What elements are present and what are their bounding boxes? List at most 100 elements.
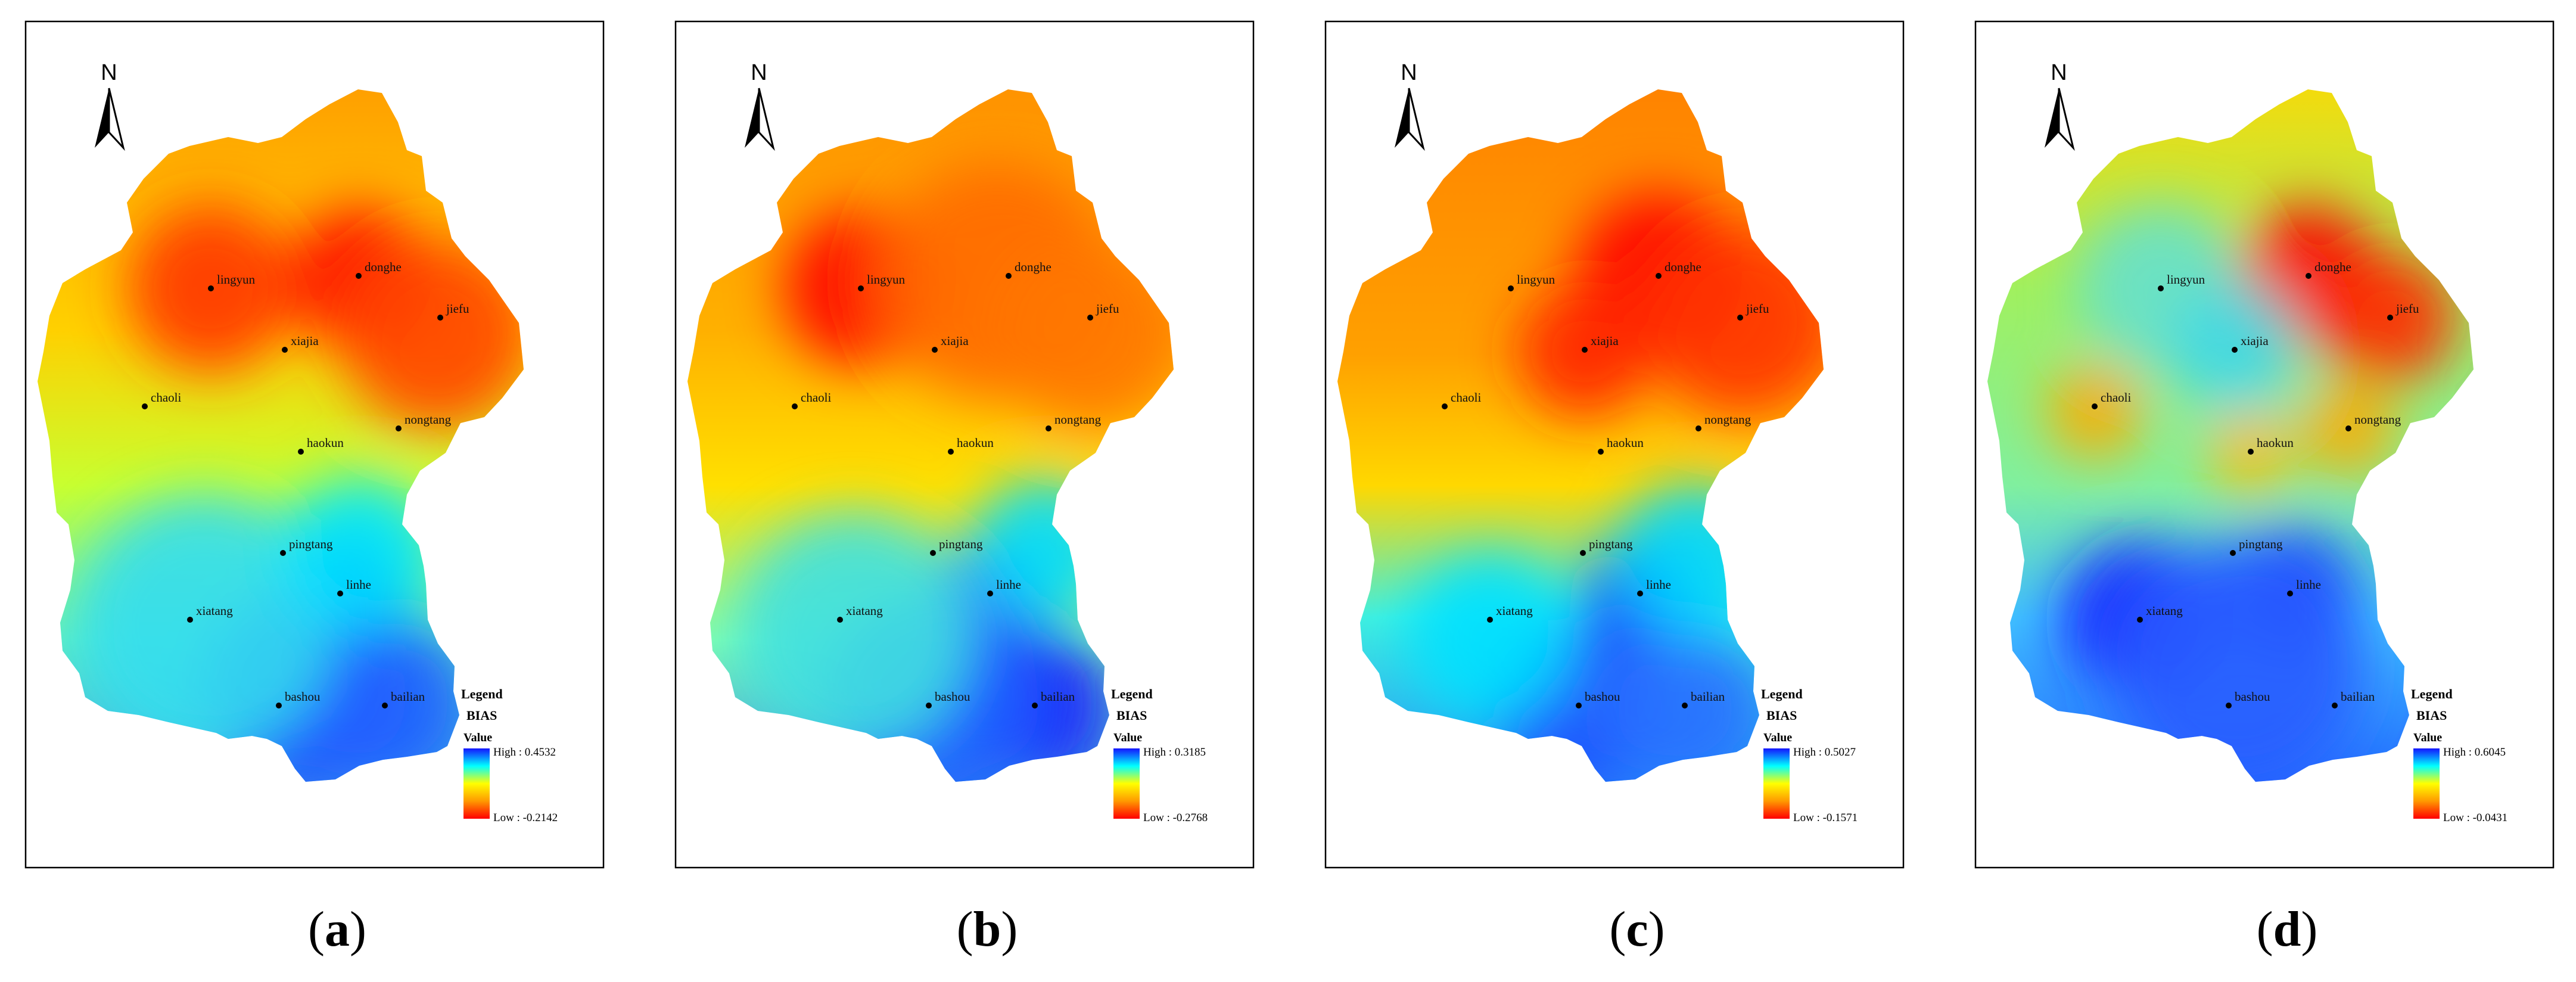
station-label-linhe: linhe [996, 577, 1021, 592]
station-label-donghe: donghe [1015, 260, 1051, 274]
station-label-linhe: linhe [346, 577, 371, 592]
north-arrow-icon: N [1395, 60, 1425, 151]
bias-hotspot [73, 495, 335, 757]
station-marker-donghe [2306, 273, 2311, 279]
station-marker-lingyun [2158, 285, 2164, 291]
station-marker-haokun [298, 449, 304, 455]
north-label: N [751, 60, 767, 85]
station-label-lingyun: lingyun [1517, 272, 1555, 287]
station-marker-bailian [2332, 703, 2338, 708]
north-label: N [1401, 60, 1417, 85]
station-label-xiatang: xiatang [1496, 604, 1533, 618]
station-label-chaoli: chaoli [1451, 390, 1481, 405]
station-label-nongtang: nongtang [405, 412, 452, 427]
station-label-bailian: bailian [2341, 689, 2375, 704]
station-marker-bailian [1682, 703, 1688, 708]
station-marker-nongtang [396, 425, 402, 431]
station-marker-lingyun [858, 285, 864, 291]
legend-low-label: Low : -0.1571 [1793, 812, 1858, 824]
station-label-chaoli: chaoli [801, 390, 831, 405]
bias-hotspot [282, 477, 437, 632]
station-marker-lingyun [208, 285, 214, 291]
caption-b: (b) [956, 902, 1018, 957]
legend-color-ramp [2413, 748, 2440, 819]
station-marker-xiajia [1582, 347, 1588, 353]
station-marker-jiefu [437, 315, 443, 321]
station-label-pingtang: pingtang [939, 537, 983, 551]
legend-sublabel: Value [2413, 731, 2442, 744]
legend-low-label: Low : -0.2768 [1143, 812, 1208, 824]
station-label-haokun: haokun [2257, 436, 2294, 450]
station-label-pingtang: pingtang [2239, 537, 2283, 551]
north-arrow-icon: N [95, 60, 125, 151]
station-marker-bashou [2226, 703, 2232, 708]
bias-hotspot [341, 238, 524, 429]
station-label-linhe: linhe [1646, 577, 1671, 592]
station-marker-xiajia [2232, 347, 2238, 353]
legend-title: Legend [1111, 686, 1153, 701]
station-marker-pingtang [280, 550, 286, 556]
station-label-xiajia: xiajia [1591, 334, 1619, 348]
station-label-jiefu: jiefu [2395, 302, 2419, 316]
station-marker-xiajia [932, 347, 938, 353]
station-label-donghe: donghe [1665, 260, 1701, 274]
station-label-lingyun: lingyun [217, 272, 256, 287]
station-marker-nongtang [2345, 425, 2351, 431]
legend-sublabel: Value [1763, 731, 1792, 744]
station-label-bailian: bailian [1041, 689, 1075, 704]
station-label-xiajia: xiajia [941, 334, 969, 348]
legend-field: BIAS [1116, 708, 1147, 723]
station-label-pingtang: pingtang [1589, 537, 1633, 551]
north-label: N [101, 60, 117, 85]
station-label-chaoli: chaoli [2101, 390, 2131, 405]
station-label-pingtang: pingtang [289, 537, 333, 551]
map-panel-a: lingyun donghe jiefu xiajia chaoli nongtang ha… [24, 20, 605, 869]
station-label-bashou: bashou [285, 689, 321, 704]
north-arrow-icon: N [745, 60, 775, 151]
station-marker-xiatang [837, 617, 843, 623]
legend-sublabel: Value [1113, 731, 1142, 744]
caption-c: (c) [1609, 902, 1665, 957]
station-marker-donghe [1656, 273, 1662, 279]
legend-field: BIAS [2416, 708, 2447, 723]
station-marker-pingtang [2230, 550, 2236, 556]
station-marker-pingtang [1580, 550, 1586, 556]
legend-low-label: Low : -0.0431 [2443, 812, 2507, 824]
station-marker-jiefu [1087, 315, 1093, 321]
map-panel-c: lingyun donghe jiefu xiajia chaoli nongtang ha… [1324, 20, 1905, 869]
station-marker-xiajia [282, 347, 288, 353]
station-label-chaoli: chaoli [151, 390, 181, 405]
bias-hotspot [735, 512, 973, 751]
station-label-haokun: haokun [957, 436, 994, 450]
station-marker-pingtang [930, 550, 936, 556]
station-label-jiefu: jiefu [446, 302, 469, 316]
station-label-linhe: linhe [2296, 577, 2321, 592]
station-marker-nongtang [1046, 425, 1051, 431]
station-label-haokun: haokun [1607, 436, 1644, 450]
map-panel-b: lingyun donghe jiefu xiajia chaoli nongtang ha… [674, 20, 1255, 869]
station-label-bailian: bailian [1691, 689, 1725, 704]
legend-title: Legend [1761, 686, 1803, 701]
legend-low-label: Low : -0.2142 [493, 812, 558, 824]
station-label-donghe: donghe [365, 260, 402, 274]
station-marker-haokun [1598, 449, 1604, 455]
bias-hotspot [1600, 626, 1766, 782]
station-marker-chaoli [792, 403, 798, 409]
station-label-nongtang: nongtang [1704, 412, 1751, 427]
station-label-nongtang: nongtang [1054, 412, 1102, 427]
station-label-xiatang: xiatang [2146, 604, 2183, 618]
legend-title: Legend [461, 686, 503, 701]
station-marker-xiatang [2137, 617, 2143, 623]
station-label-xiatang: xiatang [846, 604, 883, 618]
station-marker-donghe [1006, 273, 1012, 279]
legend-color-ramp [1763, 748, 1790, 819]
station-label-lingyun: lingyun [867, 272, 906, 287]
legend-high-label: High : 0.6045 [2443, 746, 2506, 759]
bias-hotspot [2047, 363, 2142, 459]
station-label-xiajia: xiajia [291, 334, 319, 348]
legend-color-ramp [1113, 748, 1140, 819]
